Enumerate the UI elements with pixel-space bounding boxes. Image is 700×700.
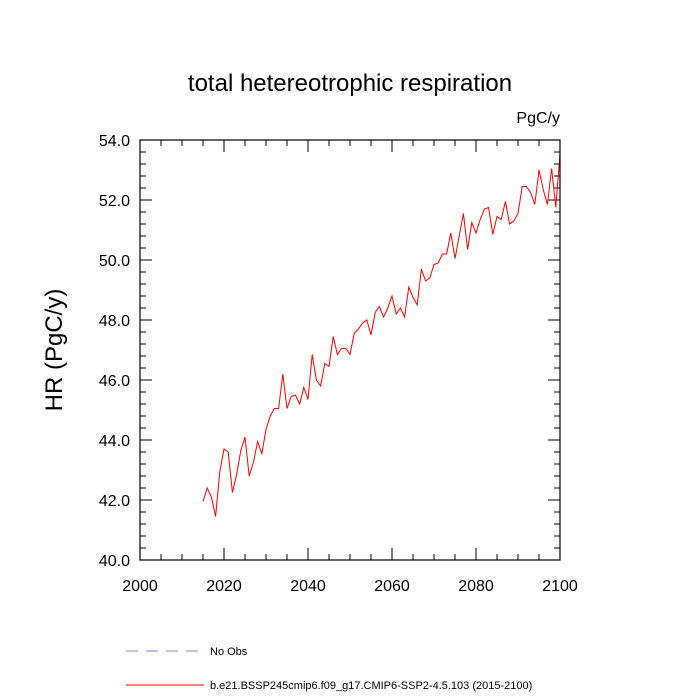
y-tick-label: 50.0 <box>99 253 130 270</box>
plot-frame <box>139 139 561 561</box>
y-tick-label: 42.0 <box>99 493 130 510</box>
y-tick-label: 54.0 <box>99 133 130 150</box>
y-tick-label: 40.0 <box>99 553 130 570</box>
legend-label-model: b.e21.BSSP245cmip6.f09_g17.CMIP6-SSP2-4.… <box>210 680 532 692</box>
y-tick-label: 52.0 <box>99 193 130 210</box>
x-tick-label: 2000 <box>122 578 158 595</box>
y-tick-label: 46.0 <box>99 373 130 390</box>
axis-ticks <box>139 139 561 561</box>
axis-tick-labels: 2000 2020 2040 2060 2080 2100 40.0 42.0 44.0 46.0… <box>99 133 578 595</box>
x-tick-label: 2100 <box>542 578 578 595</box>
chart-title: total hetereotrophic respiration <box>188 70 512 97</box>
y-tick-label: 44.0 <box>99 433 130 450</box>
x-tick-label: 2060 <box>374 578 410 595</box>
y-axis-label: HR (PgC/y) <box>41 289 68 412</box>
legend: No Obs b.e21.BSSP245cmip6.f09_g17.CMIP6-… <box>126 646 532 692</box>
series-lines <box>202 153 561 517</box>
x-tick-label: 2020 <box>206 578 242 595</box>
x-tick-label: 2080 <box>458 578 494 595</box>
y-tick-label: 48.0 <box>99 313 130 330</box>
units-label: PgC/y <box>516 110 560 127</box>
x-tick-label: 2040 <box>290 578 326 595</box>
series-line <box>202 153 561 517</box>
legend-label-no-obs: No Obs <box>210 646 248 658</box>
